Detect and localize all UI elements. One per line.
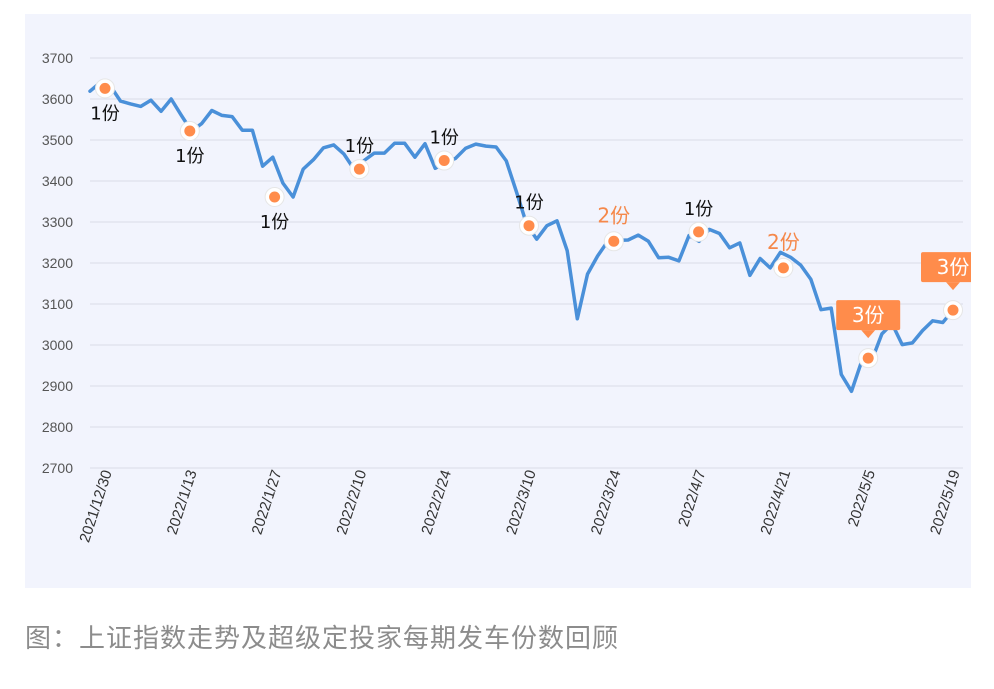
- buy-label: 2份: [767, 230, 800, 254]
- y-axis-ticks: 3700 3600 3500 3400 3300 3200 3100 3000 2900 2800…: [42, 50, 73, 476]
- buy-label: 1份: [90, 103, 119, 124]
- index-line: [88, 80, 955, 394]
- buy-label: 1份: [429, 128, 458, 149]
- buy-marker: [99, 82, 111, 94]
- y-tick-label: 3200: [42, 255, 73, 271]
- x-tick-label: 2022/5/19: [927, 468, 964, 537]
- x-tick-label: 2021/12/30: [76, 468, 115, 545]
- y-tick-label: 3600: [42, 91, 73, 107]
- y-tick-label: 3700: [42, 50, 73, 66]
- buy-label: 3份: [852, 303, 885, 327]
- x-axis-ticks: 2021/12/30 2022/1/13 2022/1/27 2022/2/10 202…: [76, 468, 963, 545]
- x-tick-label: 2022/4/7: [675, 468, 709, 529]
- figure-caption: 图：上证指数走势及超级定投家每期发车份数回顾: [25, 624, 620, 654]
- y-tick-label: 3000: [42, 337, 73, 353]
- x-tick-label: 2022/1/27: [249, 468, 286, 537]
- x-tick-label: 2022/3/10: [503, 468, 540, 537]
- buy-marker: [353, 163, 365, 175]
- buy-label: 1份: [345, 136, 374, 157]
- buy-label: 1份: [260, 212, 289, 233]
- chart-panel: 3700 3600 3500 3400 3300 3200 3100 3000 2900 2800…: [25, 14, 971, 588]
- x-tick-label: 2022/5/5: [845, 468, 879, 529]
- buy-callout-box: [921, 252, 971, 283]
- buy-marker: [608, 235, 620, 247]
- buy-marker: [862, 352, 874, 364]
- buy-label: 3份: [937, 255, 970, 279]
- buy-label: 2份: [597, 203, 630, 227]
- buy-labels: 1份 1份 1份 1份 1份 1份 2份 1份 2份 3份 3份: [90, 103, 971, 339]
- y-tick-label: 3400: [42, 173, 73, 189]
- y-tick-label: 2700: [42, 460, 73, 476]
- x-tick-label: 2022/2/24: [418, 468, 455, 537]
- buy-marker: [184, 125, 196, 137]
- x-tick-label: 2022/3/24: [588, 468, 625, 537]
- x-tick-label: 2022/2/10: [333, 468, 370, 537]
- y-tick-label: 3300: [42, 214, 73, 230]
- index-line-series: [88, 80, 955, 394]
- buy-callout-box: [836, 300, 901, 331]
- buy-callout-pointer: [861, 330, 876, 339]
- buy-marker: [269, 191, 281, 203]
- buy-callout-pointer: [946, 282, 960, 291]
- x-tick-label: 2022/4/21: [757, 468, 794, 537]
- buy-label: 1份: [684, 199, 713, 220]
- y-tick-label: 3500: [42, 132, 73, 148]
- y-tick-label: 2900: [42, 378, 73, 394]
- buy-marker: [777, 262, 789, 274]
- buy-markers: [95, 78, 963, 369]
- buy-marker: [438, 155, 450, 166]
- y-tick-label: 2800: [42, 419, 73, 435]
- buy-marker: [947, 304, 959, 316]
- line-chart: 3700 3600 3500 3400 3300 3200 3100 3000 2900 2800…: [42, 50, 971, 545]
- buy-label: 1份: [175, 146, 204, 167]
- buy-label: 1份: [514, 193, 543, 214]
- buy-marker: [523, 220, 535, 232]
- buy-marker: [693, 226, 705, 238]
- grid-lines: [90, 57, 963, 469]
- y-tick-label: 3100: [42, 296, 73, 312]
- x-tick-label: 2022/1/13: [164, 468, 201, 537]
